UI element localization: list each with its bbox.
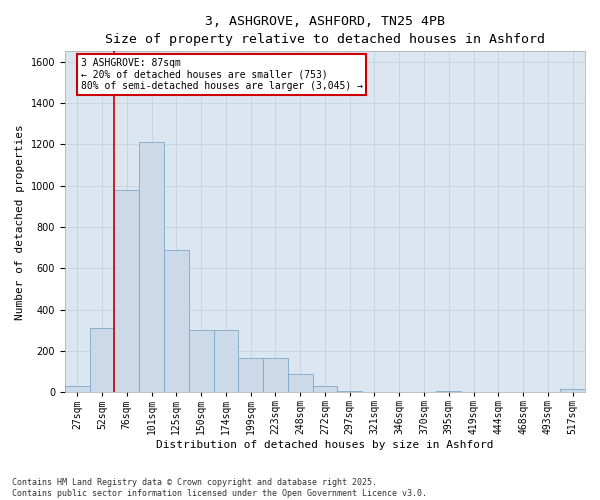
Bar (89, 328, 115, 392)
X-axis label: Distribution of detached houses by size in Ashford: Distribution of detached houses by size … (156, 440, 494, 450)
Bar (313, 386, 337, 392)
Bar (214, 330, 238, 392)
Text: 3 ASHGROVE: 87sqm
← 20% of detached houses are smaller (753)
80% of semi-detache: 3 ASHGROVE: 87sqm ← 20% of detached hous… (80, 58, 362, 92)
Bar (115, 190, 139, 392)
Text: Contains HM Land Registry data © Crown copyright and database right 2025.
Contai: Contains HM Land Registry data © Crown c… (12, 478, 427, 498)
Bar (337, 391, 362, 392)
Bar (164, 250, 189, 392)
Y-axis label: Number of detached properties: Number of detached properties (15, 124, 25, 320)
Bar (65, 386, 89, 392)
Bar (263, 358, 288, 392)
Bar (560, 389, 585, 392)
Bar (238, 358, 263, 392)
Bar (436, 391, 461, 392)
Bar (189, 330, 214, 392)
Bar (139, 142, 164, 392)
Title: 3, ASHGROVE, ASHFORD, TN25 4PB
Size of property relative to detached houses in A: 3, ASHGROVE, ASHFORD, TN25 4PB Size of p… (105, 15, 545, 46)
Bar (288, 374, 313, 392)
